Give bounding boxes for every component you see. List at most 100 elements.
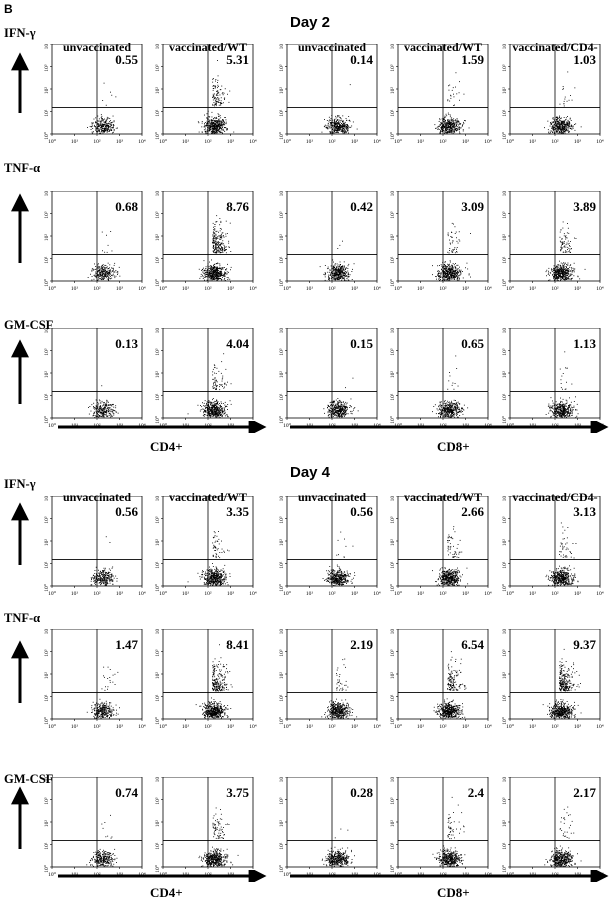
cell-event: [349, 120, 350, 121]
cell-event: [339, 264, 340, 265]
cell-event: [210, 265, 211, 266]
cell-event: [214, 264, 215, 265]
cell-event: [214, 86, 215, 87]
cell-event: [445, 274, 446, 275]
cell-event: [443, 126, 444, 127]
cell-event: [344, 279, 345, 280]
cell-event: [102, 278, 103, 279]
cell-event: [456, 270, 457, 271]
cell-event: [226, 236, 227, 237]
cell-event: [113, 272, 114, 273]
cell-event: [213, 78, 214, 79]
cell-event: [552, 275, 553, 276]
cell-event: [218, 232, 219, 233]
cell-event: [209, 127, 210, 128]
cell-event: [214, 406, 215, 407]
cell-event: [204, 126, 205, 127]
cell-event: [439, 265, 440, 266]
cell-event: [103, 133, 104, 134]
cell-event: [445, 116, 446, 117]
cell-event: [213, 243, 214, 244]
cell-event: [221, 414, 222, 415]
cell-event: [105, 272, 106, 273]
cell-event: [446, 132, 447, 133]
cell-event: [452, 252, 453, 253]
cell-event: [320, 266, 321, 267]
cell-event: [454, 264, 455, 265]
cell-event: [218, 243, 219, 244]
cell-event: [216, 231, 217, 232]
y-tick-label: 10²: [390, 87, 396, 95]
cell-event: [445, 261, 446, 262]
cell-event: [111, 406, 112, 407]
y-tick-label: 10⁰: [501, 131, 508, 140]
cell-event: [198, 122, 199, 123]
cell-event: [573, 128, 574, 129]
cell-event: [336, 126, 337, 127]
cell-event: [215, 248, 216, 249]
cell-event: [92, 124, 93, 125]
x-tick-label: 10³: [351, 139, 359, 145]
cell-event: [457, 130, 458, 131]
cell-event: [560, 118, 561, 119]
cell-event: [202, 121, 203, 122]
cell-event: [218, 92, 219, 93]
cell-event: [218, 415, 219, 416]
cell-event: [217, 95, 218, 96]
cell-event: [562, 133, 563, 134]
cell-event: [98, 403, 99, 404]
cell-event: [447, 266, 448, 267]
cell-event: [224, 274, 225, 275]
cell-event: [226, 414, 227, 415]
cell-event: [333, 269, 334, 270]
cell-event: [222, 379, 223, 380]
cell-event: [330, 123, 331, 124]
cell-event: [225, 280, 226, 281]
cell-event: [344, 265, 345, 266]
cell-event: [108, 125, 109, 126]
cell-event: [206, 276, 207, 277]
cell-event: [331, 118, 332, 119]
cell-event: [460, 271, 461, 272]
cell-event: [227, 279, 228, 280]
cell-event: [93, 403, 94, 404]
cell-event: [229, 279, 230, 280]
cell-event: [213, 96, 214, 97]
cell-event: [352, 279, 353, 280]
cell-event: [443, 278, 444, 279]
y-tick-label: 10⁰: [278, 131, 285, 140]
cell-event: [444, 264, 445, 265]
cell-event: [204, 125, 205, 126]
cell-event: [447, 278, 448, 279]
cell-event: [554, 132, 555, 133]
cell-event: [459, 81, 460, 82]
cell-event: [208, 129, 209, 130]
cell-event: [113, 415, 114, 416]
cell-event: [104, 278, 105, 279]
cell-event: [445, 132, 446, 133]
cell-event: [330, 274, 331, 275]
cell-event: [115, 272, 116, 273]
cell-event: [103, 271, 104, 272]
cell-event: [216, 234, 217, 235]
cell-event: [449, 248, 450, 249]
cell-event: [337, 132, 338, 133]
cell-event: [562, 129, 563, 130]
cell-event: [226, 119, 227, 120]
cell-event: [574, 269, 575, 270]
cell-event: [101, 269, 102, 270]
cell-event: [554, 270, 555, 271]
cell-event: [119, 267, 120, 268]
cell-event: [331, 122, 332, 123]
cell-event: [215, 100, 216, 101]
cell-event: [206, 266, 207, 267]
cell-event: [216, 122, 217, 123]
cell-event: [550, 131, 551, 132]
cell-event: [335, 277, 336, 278]
cell-event: [215, 124, 216, 125]
cell-event: [207, 266, 208, 267]
cell-event: [101, 385, 102, 386]
cell-event: [441, 128, 442, 129]
cell-event: [333, 268, 334, 269]
